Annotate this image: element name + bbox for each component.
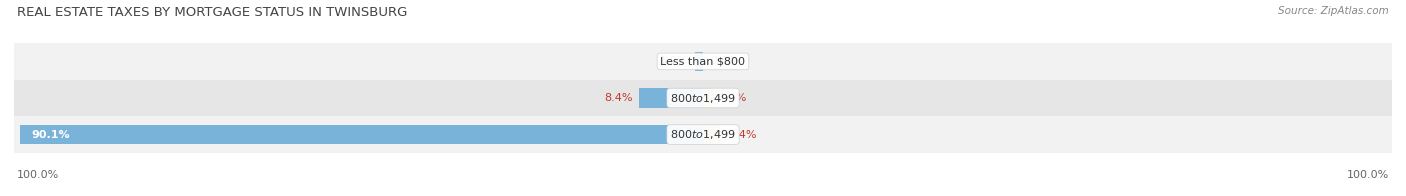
Text: 100.0%: 100.0% (17, 170, 59, 180)
Bar (703, 88, 711, 108)
Bar (14, 116, 1392, 153)
Bar (14, 43, 1392, 80)
Text: Less than $800: Less than $800 (661, 56, 745, 66)
Text: 100.0%: 100.0% (1347, 170, 1389, 180)
Text: REAL ESTATE TAXES BY MORTGAGE STATUS IN TWINSBURG: REAL ESTATE TAXES BY MORTGAGE STATUS IN … (17, 6, 408, 19)
Bar (696, 52, 703, 71)
Text: 8.4%: 8.4% (605, 93, 633, 103)
Text: 0.0%: 0.0% (710, 56, 738, 66)
Bar (20, 125, 703, 144)
Bar (640, 88, 703, 108)
Text: $800 to $1,499: $800 to $1,499 (671, 128, 735, 141)
Text: 1.2%: 1.2% (718, 93, 748, 103)
Bar (14, 80, 1392, 116)
Text: Source: ZipAtlas.com: Source: ZipAtlas.com (1278, 6, 1389, 16)
Text: $800 to $1,499: $800 to $1,499 (671, 92, 735, 104)
Text: 2.4%: 2.4% (728, 130, 756, 140)
Text: 90.1%: 90.1% (31, 130, 70, 140)
Bar (703, 125, 721, 144)
Text: 1.0%: 1.0% (661, 56, 689, 66)
